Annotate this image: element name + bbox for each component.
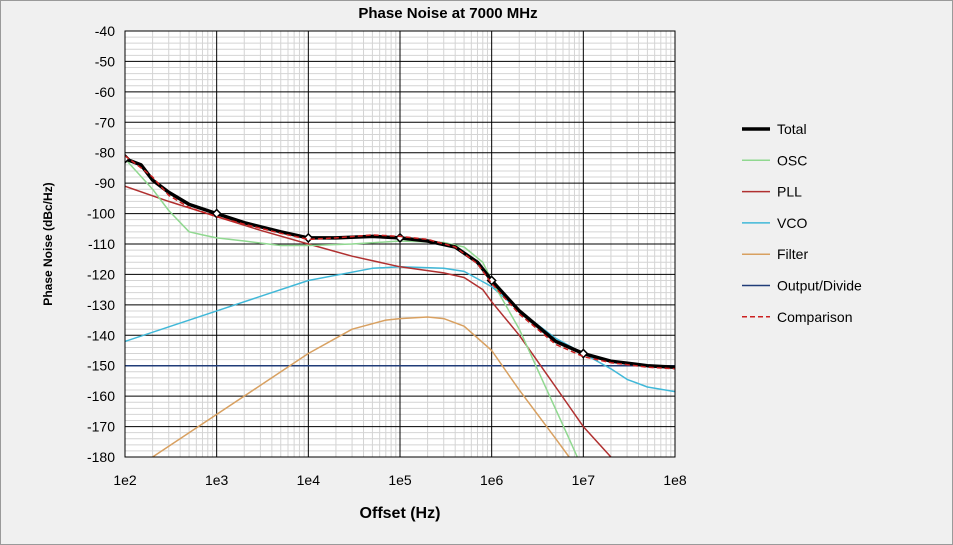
chart-title: Phase Noise at 7000 MHz (358, 5, 537, 22)
total-marker (211, 208, 222, 219)
y-tick-label: -70 (95, 114, 115, 130)
y-tick-label: -50 (95, 53, 115, 69)
y-tick-label: -160 (87, 388, 115, 404)
x-tick-label: 1e2 (113, 472, 137, 488)
series-line-filter (152, 316, 570, 457)
legend-label: Filter (777, 246, 808, 262)
x-tick-label: 1e8 (663, 472, 687, 488)
series-line-pll (125, 185, 612, 457)
x-tick-label: 1e3 (205, 472, 229, 488)
y-tick-label: -60 (95, 84, 115, 100)
legend-label: OSC (777, 152, 807, 168)
y-tick-label: -40 (95, 23, 115, 39)
legend-label: Output/Divide (777, 278, 862, 294)
plot-border (124, 30, 676, 458)
x-tick-label: 1e4 (297, 472, 321, 488)
series-line-osc (125, 158, 578, 457)
legend-label: Total (777, 121, 807, 137)
series-line-comparison (125, 155, 675, 370)
legend-label: PLL (777, 184, 802, 200)
x-tick-label: 1e6 (480, 472, 504, 488)
y-tick-label: -120 (87, 266, 115, 282)
x-axis-label: Offset (Hz) (360, 505, 441, 522)
x-tick-label: 1e7 (572, 472, 596, 488)
y-tick-label: -110 (88, 236, 115, 252)
y-tick-label: -180 (87, 449, 115, 465)
y-tick-label: -140 (87, 327, 115, 343)
y-tick-label: -90 (95, 175, 115, 191)
y-tick-label: -170 (87, 419, 115, 435)
legend-label: VCO (777, 215, 807, 231)
y-tick-label: -150 (87, 358, 115, 374)
series-lines (125, 153, 675, 457)
legend: Total OSC PLL VCO Filter Output/Divide Compari… (742, 121, 862, 325)
y-tick-label: -80 (95, 145, 115, 161)
y-tick-labels: -40 -50 -60 -70 -80 -90 -100 -110 -120 -130 -140 -1… (87, 23, 115, 465)
series-line-total (125, 157, 675, 369)
x-tick-labels: 1e2 1e3 1e4 1e5 1e6 1e7 1e8 (113, 472, 687, 488)
y-tick-label: -130 (87, 297, 115, 313)
x-tick-label: 1e5 (388, 472, 412, 488)
series-line-vco (125, 266, 675, 393)
legend-label: Comparison (777, 309, 852, 325)
y-axis-label: Phase Noise (dBc/Hz) (41, 182, 55, 305)
y-tick-label: -100 (87, 206, 115, 222)
